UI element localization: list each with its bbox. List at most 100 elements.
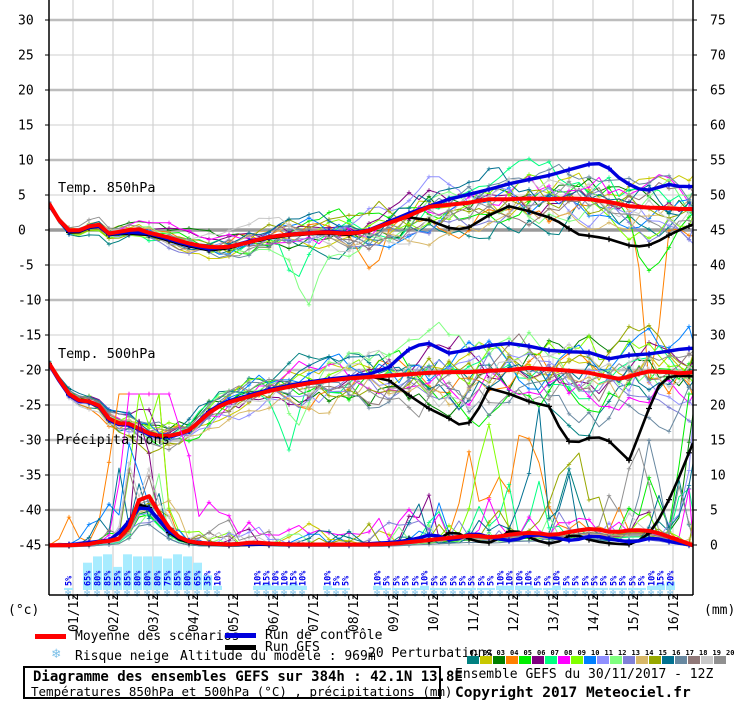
snow-prob-bar: [477, 587, 486, 590]
snow-prob-bar: [213, 585, 222, 590]
snowflake-icon: ❄: [459, 587, 466, 600]
member-line-15-t500: [49, 325, 693, 454]
right-tick-label: 70: [710, 49, 726, 64]
snowflake-icon: ❄: [582, 587, 589, 600]
member-line-3-t500: [49, 335, 693, 430]
perturbation-number: 07: [550, 649, 559, 657]
snow-prob-bar: [93, 556, 102, 590]
snowflake-icon: ❄: [431, 587, 438, 600]
snowflake-icon: ❄: [450, 587, 457, 600]
snow-prob-label: 5%: [402, 575, 412, 586]
snow-prob-bar: [64, 587, 73, 590]
snow-prob-label: 15%: [290, 570, 300, 586]
snow-prob-bar: [153, 556, 162, 590]
snow-prob-label: 85%: [104, 570, 114, 586]
snow-prob-bar: [392, 587, 401, 590]
snowflake-icon: ❄: [194, 587, 201, 600]
snowflake-icon: ❄: [104, 587, 111, 600]
perturbation-color-swatch: [610, 656, 622, 664]
snow-prob-label: 5%: [478, 575, 488, 586]
snow-prob-bar: [449, 587, 458, 590]
snowflake-icon: ❄: [124, 587, 131, 600]
snowflake-icon: ❄: [272, 587, 279, 600]
snow-prob-bar: [618, 587, 627, 590]
snow-prob-label: 80%: [144, 570, 154, 586]
axes-frame: [45, 0, 697, 599]
snowflake-icon: ❄: [154, 587, 161, 600]
left-tick-label: 5: [18, 189, 26, 204]
member-line-10-t500: [49, 326, 693, 435]
date-label: 03/12: [147, 593, 162, 632]
snowflake-icon: ❄: [94, 587, 101, 600]
left-tick-label: -5: [18, 259, 34, 274]
snow-prob-label: 5%: [563, 575, 573, 586]
date-label: 07/12: [307, 593, 322, 632]
snow-prob-bar: [173, 554, 182, 590]
right-tick-label: 45: [710, 224, 726, 239]
left-tick-label: -30: [18, 434, 41, 449]
snow-prob-label: 5%: [487, 575, 497, 586]
left-tick-label: -40: [18, 504, 41, 519]
snow-prob-label: 5%: [440, 575, 450, 586]
date-label: 02/12: [107, 593, 122, 632]
member-line-20-t500: [49, 350, 693, 451]
perturbation-number: 12: [618, 649, 627, 657]
legend-mean-swatch: [35, 634, 66, 639]
right-tick-label: 0: [710, 539, 718, 554]
perturbation-color-swatch: [467, 656, 479, 664]
snow-prob-label: 10%: [272, 570, 282, 586]
snow-prob-bar: [411, 587, 420, 590]
snow-prob-label: 5%: [342, 575, 352, 586]
right-tick-label: 55: [710, 154, 726, 169]
snow-prob-label: 5%: [412, 575, 422, 586]
snowflake-icon: ❄: [563, 587, 570, 600]
snow-prob-bar: [430, 587, 439, 590]
snow-prob-label: 5%: [431, 575, 441, 586]
snowflake-icon: ❄: [342, 587, 349, 600]
snowflake-icon: ❄: [144, 587, 151, 600]
snow-prob-label: 5%: [383, 575, 393, 586]
axis-tick-labels: 302520151050-5-10-15-20-25-30-35-40-4575…: [18, 14, 726, 633]
date-label: 04/12: [187, 593, 202, 632]
perturbation-number: 10: [591, 649, 600, 657]
snow-prob-bar: [486, 587, 495, 590]
snow-prob-label: 10%: [324, 570, 334, 586]
date-label: 14/12: [587, 593, 602, 632]
snow-prob-bar: [533, 587, 542, 590]
snow-prob-label: 5%: [534, 575, 544, 586]
perturbation-number: 01: [469, 649, 478, 657]
panel-label-850: Temp. 850hPa: [58, 180, 156, 196]
snowflake-icon: ❄: [412, 587, 419, 600]
curves-clipped: [49, 156, 693, 549]
snow-prob-bar: [562, 587, 571, 590]
snow-prob-label: 10%: [374, 570, 384, 586]
snowflake-icon: ❄: [393, 587, 400, 600]
perturbation-color-squares: [467, 649, 727, 668]
snow-prob-label: 65%: [194, 570, 204, 586]
snow-prob-bar: [581, 587, 590, 590]
perturbation-color-swatch: [519, 656, 531, 664]
snow-prob-bar: [373, 585, 382, 590]
date-label: 08/12: [347, 593, 362, 632]
snowflake-icon: ❄: [299, 587, 306, 600]
perturbation-color-swatch: [662, 656, 674, 664]
snow-prob-bar: [467, 587, 476, 590]
snow-prob-label: 5%: [619, 575, 629, 586]
snow-prob-label: 55%: [114, 570, 124, 586]
snow-prob-bar: [163, 558, 172, 590]
snow-prob-bar: [183, 556, 192, 590]
snowflake-icon: ❄: [497, 587, 504, 600]
snowflake-icon: ❄: [648, 587, 655, 600]
snowflake-icon: ❄: [164, 587, 171, 600]
perturbation-numbers-row: 01 02 03 04 05 06 07 08 09 10 11 12 13 14 15 16 17 18 19 20: [467, 640, 737, 659]
snowflake-icon: ❄: [402, 587, 409, 600]
perturbation-number: 05: [523, 649, 532, 657]
snow-prob-label: 75%: [164, 570, 174, 586]
snowflake-icon: ❄: [263, 587, 270, 600]
snow-prob-label: 15%: [657, 570, 667, 586]
snow-prob-bar: [637, 587, 646, 590]
snowflake-icon: ❄: [534, 587, 541, 600]
snow-prob-bar: [143, 556, 152, 590]
right-tick-label: 60: [710, 119, 726, 134]
